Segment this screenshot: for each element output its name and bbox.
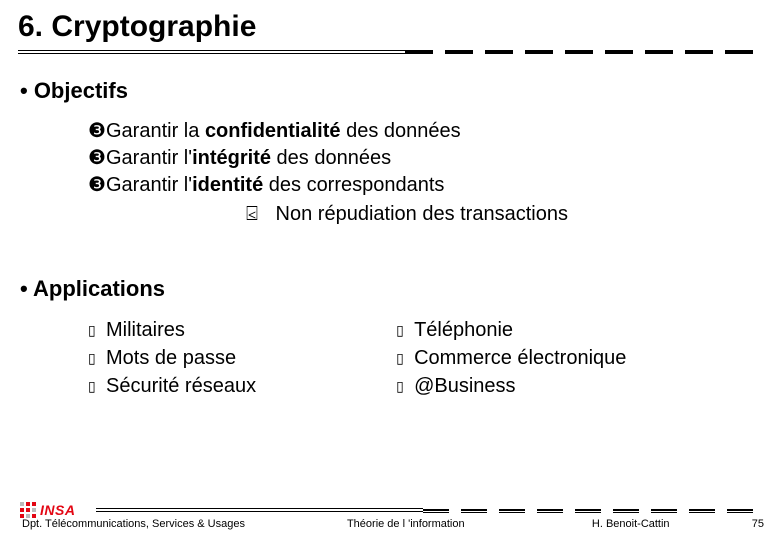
section-objectifs-heading: • Objectifs (20, 78, 762, 104)
bullet-icon: ▯ (88, 321, 106, 341)
bullet-icon: ▯ (396, 349, 414, 369)
applications-col-left: ▯Militaires ▯Mots de passe ▯Sécurité rés… (88, 316, 256, 400)
arrow-icon: ⍃ (246, 201, 270, 228)
slide-title: 6. Cryptographie (18, 10, 762, 44)
footer-divider (18, 508, 762, 514)
sub-note: ⍃ Non répudiation des transactions (246, 201, 762, 228)
list-item: ❸Garantir la confidentialité des données (88, 118, 762, 145)
list-item: ▯Commerce électronique (396, 344, 626, 372)
list-item: ❸Garantir l'identité des correspondants (88, 172, 762, 199)
section-applications-heading: • Applications (20, 276, 762, 302)
list-item: ❸Garantir l'intégrité des données (88, 145, 762, 172)
bullet-icon: ❸ (88, 172, 106, 199)
applications-columns: ▯Militaires ▯Mots de passe ▯Sécurité rés… (88, 316, 762, 400)
bullet-icon: ❸ (88, 145, 106, 172)
bullet-icon: ▯ (88, 349, 106, 369)
bullet-icon: ❸ (88, 118, 106, 145)
footer-author: H. Benoit-Cattin (552, 518, 758, 530)
list-item: ▯Sécurité réseaux (88, 372, 256, 400)
bullet-icon: ▯ (88, 377, 106, 397)
list-item: ▯Militaires (88, 316, 256, 344)
page-number: 75 (752, 518, 764, 530)
list-item: ▯Mots de passe (88, 344, 256, 372)
list-item: ▯@Business (396, 372, 626, 400)
footer-course: Théorie de l 'information (287, 518, 552, 530)
bullet-icon: ▯ (396, 321, 414, 341)
footer-dept: Dpt. Télécommunications, Services & Usag… (22, 518, 287, 530)
applications-col-right: ▯Téléphonie ▯Commerce électronique ▯@Bus… (396, 316, 626, 400)
slide-footer: Dpt. Télécommunications, Services & Usag… (0, 508, 780, 530)
bullet-icon: ▯ (396, 377, 414, 397)
objectifs-list: ❸Garantir la confidentialité des données… (88, 118, 762, 228)
title-divider (18, 50, 762, 54)
list-item: ▯Téléphonie (396, 316, 626, 344)
